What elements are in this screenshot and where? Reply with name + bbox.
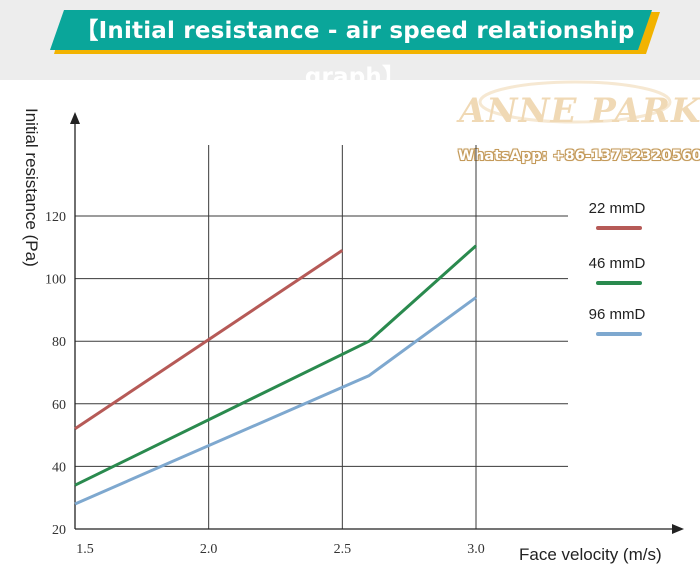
y-tick-label: 100 [45,273,66,288]
y-tick-label: 40 [52,460,66,475]
x-axis-label: Face velocity (m/s) [519,545,662,564]
legend-label: 46 mmD [589,255,646,272]
legend-label: 96 mmD [589,306,646,323]
y-axis-label: Initial resistance (Pa) [22,108,41,267]
y-axis-arrow [70,112,80,124]
x-tick-label: 2.5 [334,542,352,557]
x-tick-label: 2.0 [200,542,218,557]
y-tick-label: 80 [52,335,66,350]
legend-layer: 22 mmD 46 mmD 96 mmD [589,200,646,336]
y-tick-label: 20 [52,523,66,538]
title-banner [50,10,660,54]
svg-text:ANNE PARKER: ANNE PARKER [456,91,700,131]
series-line-96-mmd [74,296,477,506]
x-axis-arrow [672,524,684,534]
grid-layer [75,145,568,529]
x-tick-label: 1.5 [76,542,94,557]
x-tick-label: 3.0 [467,542,485,557]
y-tick-label: 60 [52,398,66,413]
legend-label: 22 mmD [589,200,646,217]
series-line-46-mmd [74,244,477,487]
whatsapp-watermark: WhatsApp: +86-13752320560 [458,148,700,164]
series-layer [74,244,477,506]
brand-watermark: ANNE PARKER [455,76,700,136]
label-layer: 20 40 60 80 100 120 1.5 2.0 2.5 3.0 Face velocity … [22,108,662,564]
axes-layer [70,112,684,534]
series-line-22-mmd [74,249,344,431]
y-tick-label: 120 [45,210,66,225]
page-title: 【Initial resistance - air speed relation… [75,18,635,90]
